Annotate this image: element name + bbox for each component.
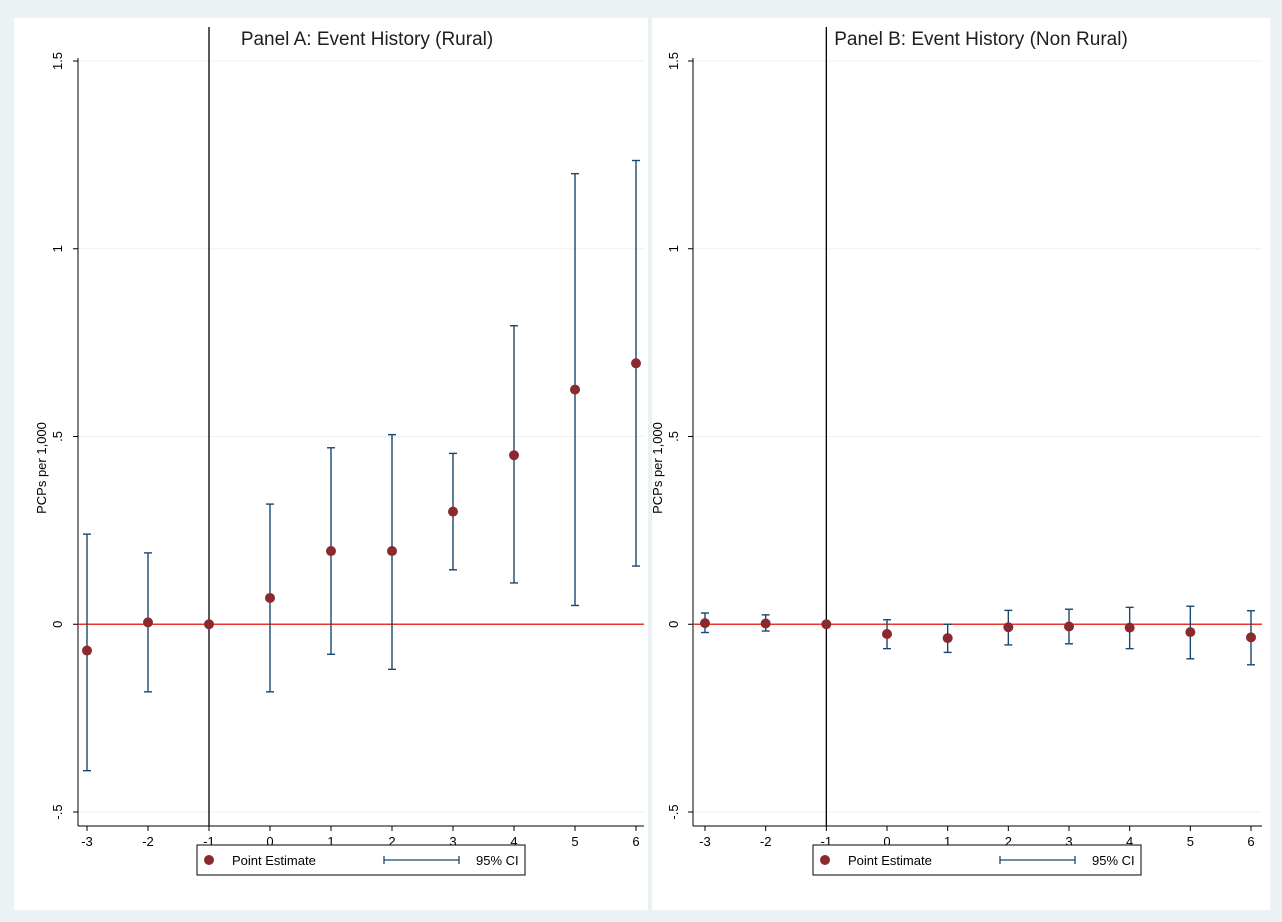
legend-point-label: Point Estimate: [848, 853, 932, 868]
plot-area: [78, 58, 644, 818]
x-tick-label: 4: [510, 834, 517, 849]
point-estimate: [760, 618, 771, 629]
x-tick-label: 4: [1126, 834, 1133, 849]
y-axis-label: PCPs per 1,000: [34, 422, 49, 514]
legend-box: [196, 844, 526, 876]
x-tick-label: 0: [266, 834, 273, 849]
point-estimate: [700, 618, 710, 629]
y-tick-label: 1: [50, 245, 65, 252]
point-estimate: [821, 619, 832, 630]
legend-point-label: Point Estimate: [232, 853, 316, 868]
x-tick-label: 5: [571, 834, 578, 849]
x-tick-label: 3: [449, 834, 456, 849]
y-tick-label: -.5: [50, 804, 65, 819]
legend-point-marker: [820, 855, 830, 865]
x-tick-label: -1: [821, 834, 833, 849]
point-estimate: [265, 592, 275, 603]
x-tick-label: -3: [81, 834, 93, 849]
x-tick-label: 1: [944, 834, 951, 849]
y-axis-label: PCPs per 1,000: [650, 422, 665, 514]
point-estimate: [1064, 621, 1074, 632]
x-tick-label: -2: [760, 834, 772, 849]
point-estimate: [1124, 622, 1135, 633]
y-tick-label: .5: [666, 431, 681, 442]
point-estimate: [570, 384, 580, 395]
point-estimate: [942, 633, 953, 644]
y-tick-label: .5: [50, 431, 65, 442]
x-tick-label: 5: [1187, 834, 1194, 849]
y-tick-label: 1: [666, 245, 681, 252]
chart-title: Panel B: Event History (Non Rural): [834, 29, 1128, 50]
x-tick-label: 6: [1247, 834, 1254, 849]
x-tick-label: 6: [632, 834, 639, 849]
point-estimate: [204, 619, 214, 630]
point-estimate: [387, 546, 397, 557]
x-tick-label: -3: [699, 834, 711, 849]
y-tick-label: 0: [666, 621, 681, 628]
panel-b: Panel B: Event History (Non Rural) -.5 0 .5…: [650, 18, 1270, 910]
y-tick-label: 1.5: [666, 52, 681, 70]
panel-a: Panel A: Event History (Rural) -.5 0 .5 1 1.5…: [14, 18, 648, 910]
point-estimate: [1185, 627, 1196, 638]
point-estimate: [509, 450, 519, 461]
point-estimate: [82, 645, 92, 656]
point-estimate: [143, 617, 153, 628]
x-tick-label: -1: [203, 834, 215, 849]
x-tick-label: 3: [1065, 834, 1072, 849]
legend-point-marker: [204, 855, 214, 865]
x-tick-label: 2: [1005, 834, 1012, 849]
x-tick-label: 2: [388, 834, 395, 849]
plot-area: [693, 58, 1262, 818]
x-tick-label: 0: [883, 834, 890, 849]
y-tick-label: 0: [50, 621, 65, 628]
legend-ci-label: 95% CI: [476, 853, 519, 868]
legend-ci-label: 95% CI: [1092, 853, 1135, 868]
point-estimate: [1246, 632, 1256, 643]
y-tick-label: 1.5: [50, 52, 65, 70]
chart-title: Panel A: Event History (Rural): [241, 29, 493, 50]
x-tick-label: -2: [142, 834, 154, 849]
y-tick-label: -.5: [666, 804, 681, 819]
point-estimate: [1003, 622, 1014, 633]
x-tick-label: 1: [327, 834, 334, 849]
point-estimate: [326, 546, 336, 557]
point-estimate: [882, 629, 892, 640]
point-estimate: [631, 358, 641, 369]
legend-box: [812, 844, 1142, 876]
point-estimate: [448, 506, 458, 517]
